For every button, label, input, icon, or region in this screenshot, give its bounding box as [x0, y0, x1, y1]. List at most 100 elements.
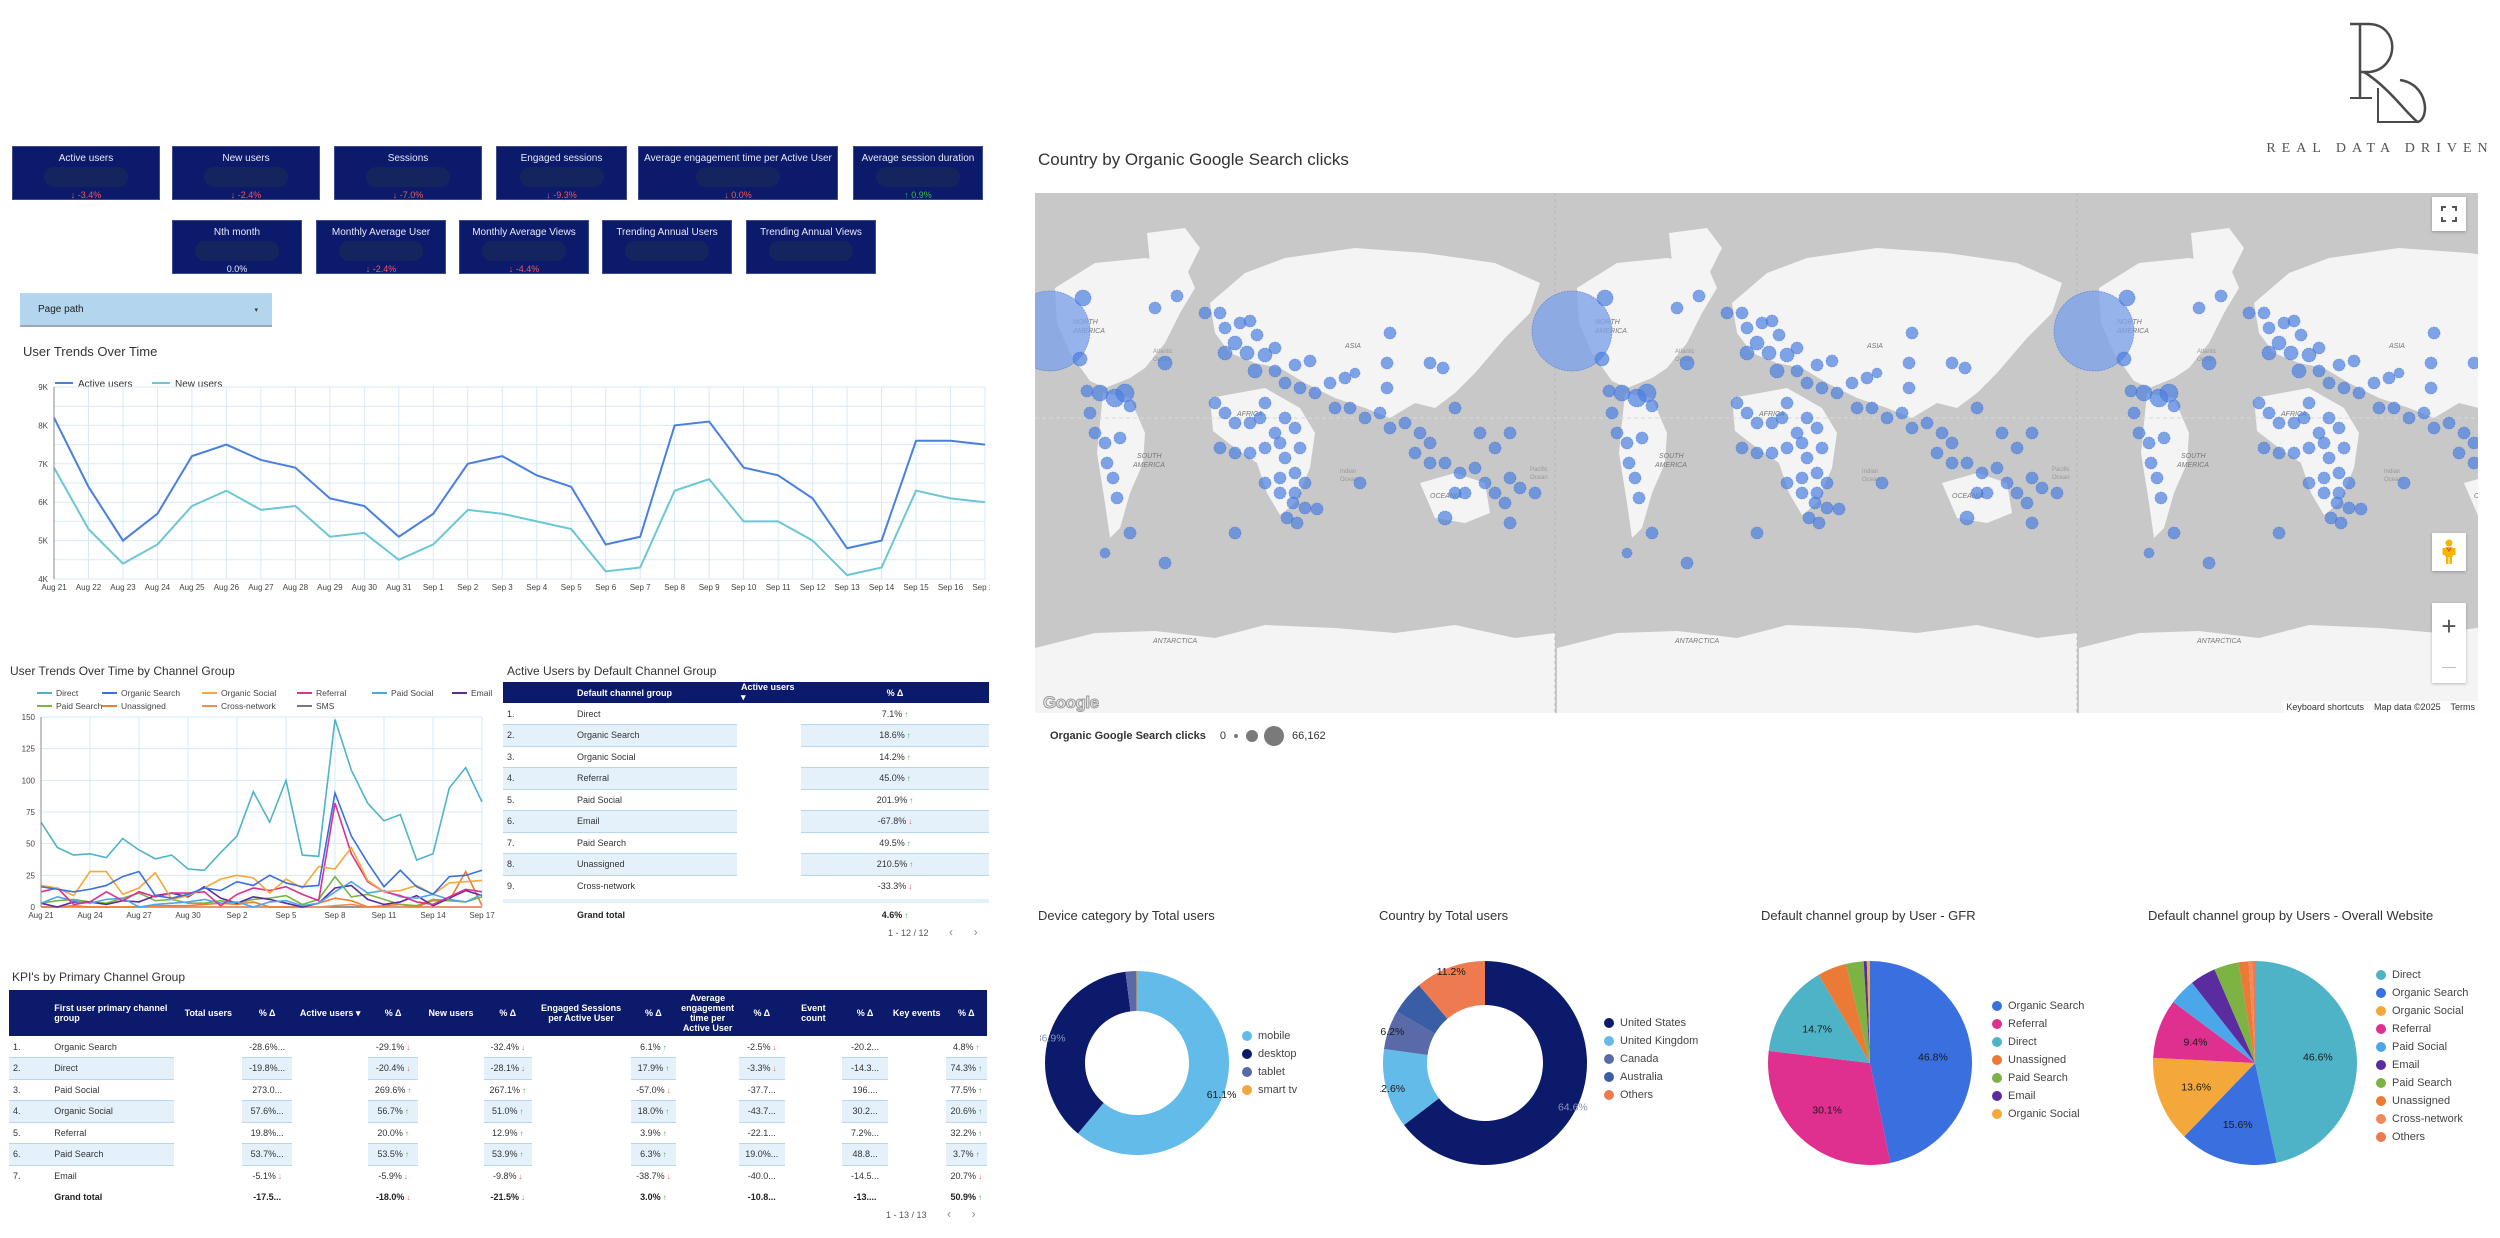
bubble-map[interactable]: NORTHAMERICASOUTHAMERICAASIAAFRICAOCEANI… [1035, 193, 2478, 713]
legend-item[interactable]: Others [1604, 1086, 1698, 1104]
continent-label: ANTARCTICA [1152, 638, 1198, 645]
column-header[interactable]: % Δ [739, 990, 785, 1036]
zoom-out-button[interactable]: — [2442, 658, 2456, 674]
legend-item[interactable]: Referral [1992, 1015, 2084, 1033]
pie-slice [1383, 1011, 1435, 1056]
table-row[interactable]: 1. Organic Search -28.6%... -29.1% ↓ -32.4% ↓ 6… [9, 1036, 987, 1058]
user-trends-line-chart[interactable]: Active users New users 4K 5K 6K 7K 8K 9K Aug 2… [20, 370, 990, 595]
table-row[interactable]: 2. Direct -19.8%... -20.4% ↓ -28.1% ↓ 17.9% ↑ -3.… [9, 1057, 987, 1080]
column-header[interactable]: % Δ [242, 990, 292, 1036]
world-map[interactable]: NORTHAMERICASOUTHAMERICAASIAAFRICAOCEANI… [1035, 193, 2478, 713]
prev-page-button[interactable]: ‹ [947, 1207, 952, 1221]
column-header[interactable]: First user primary channel group [50, 990, 175, 1036]
legend-item[interactable]: smart tv [1242, 1081, 1297, 1099]
column-header[interactable]: % Δ [484, 990, 532, 1036]
legend-item[interactable]: Cross-network [2376, 1110, 2468, 1128]
legend-item[interactable]: Paid Social [2376, 1038, 2468, 1056]
kpi-value-redacted [482, 241, 566, 261]
legend-item[interactable]: Referral [2376, 1020, 2468, 1038]
legend-item[interactable]: Canada [1604, 1050, 1698, 1068]
table-row[interactable]: 4. Organic Social 57.6%... 56.7% ↑ 51.0% ↑ 18.0… [9, 1100, 987, 1123]
legend-item[interactable]: Others [2376, 1128, 2468, 1146]
fullscreen-button[interactable] [2432, 197, 2466, 231]
svg-text:Aug 28: Aug 28 [283, 583, 309, 592]
channel-overall-pie-chart[interactable]: 46.6% 15.6% 13.6% 9.4% [2150, 955, 2360, 1165]
terms-link[interactable]: Terms [2450, 702, 2476, 712]
column-header[interactable]: % Δ [842, 990, 888, 1036]
map-bubble [1845, 376, 1859, 390]
map-bubble [2312, 364, 2326, 378]
pie-slice [2153, 1057, 2255, 1137]
street-view-pegman[interactable] [2432, 533, 2466, 571]
table-row[interactable]: 7. Paid Search 49.5% ↑ [503, 832, 989, 854]
legend-item[interactable]: Organic Search [1992, 997, 2084, 1015]
legend-item[interactable]: Unassigned [2376, 1092, 2468, 1110]
table-row[interactable]: 8. Unassigned 210.5% ↑ [503, 853, 989, 876]
col-active-users[interactable]: Active users ▾ [737, 682, 801, 703]
column-header[interactable]: Average engagement time per Active User [676, 990, 740, 1036]
page-path-filter[interactable]: Page path ▾ [20, 293, 272, 327]
column-header[interactable]: Engaged Sessions per Active User [531, 990, 631, 1036]
map-bubble [1765, 314, 1779, 328]
map-bubble [1408, 446, 1422, 460]
legend-item[interactable]: United States [1604, 1014, 1698, 1032]
channel-trends-line-chart[interactable]: Direct Organic Search Organic Social Referr… [5, 685, 495, 925]
legend-item[interactable]: Organic Social [2376, 1002, 2468, 1020]
map-bubble [2367, 376, 2381, 390]
next-page-button[interactable]: › [973, 925, 978, 939]
column-header[interactable]: Total users [174, 990, 243, 1036]
legend-item[interactable]: mobile [1242, 1027, 1297, 1045]
table-row[interactable]: 5. Paid Social 201.9% ↑ [503, 789, 989, 811]
channel-gfr-pie-chart[interactable]: 46.8% 30.1% 14.7% [1765, 955, 1975, 1165]
table-row[interactable]: 3. Organic Social 14.2% ↑ [503, 746, 989, 768]
map-bubble [1739, 345, 1755, 361]
column-header[interactable]: Key events [887, 990, 946, 1036]
legend-item[interactable]: Email [1992, 1087, 2084, 1105]
map-bubble [2332, 358, 2346, 372]
kpi-card-new-users: New users ↓ -2.4% [172, 146, 320, 200]
column-header[interactable]: Event count [784, 990, 843, 1036]
device-donut-chart[interactable]: 61.1% 36.9% [1040, 955, 1240, 1165]
column-header[interactable]: Active users ▾ [291, 990, 369, 1036]
legend-item[interactable]: Australia [1604, 1068, 1698, 1086]
table-row[interactable]: 5. Referral 19.8%... 20.0% ↑ 12.9% ↑ 3.9% ↑ -22.1… [9, 1122, 987, 1144]
zoom-in-button[interactable]: + [2441, 611, 2457, 641]
country-donut-chart[interactable]: 64.6% 12.6% 6.2% 11.2% [1380, 955, 1590, 1165]
chart-title-channel-overall: Default channel group by Users - Overall… [2148, 908, 2434, 923]
column-header[interactable]: % Δ [630, 990, 677, 1036]
table-row[interactable]: 7. Email -5.1% ↓ -5.9% ↓ -9.8% ↓ -38.7% ↓ -40.0...… [9, 1165, 987, 1187]
table-row[interactable]: 2. Organic Search 18.6% ↑ [503, 724, 989, 747]
legend-item[interactable]: Paid Search [2376, 1074, 2468, 1092]
legend-item[interactable]: Organic Social [1992, 1105, 2084, 1123]
legend-item[interactable]: Email [2376, 1056, 2468, 1074]
prev-page-button[interactable]: ‹ [949, 925, 954, 939]
column-header[interactable]: % Δ [945, 990, 987, 1036]
table-row[interactable]: 4. Referral 45.0% ↑ [503, 767, 989, 790]
table-row[interactable]: 3. Paid Social 273.0... 269.6% ↑ 267.1% ↑ -57.0… [9, 1079, 987, 1101]
legend-item[interactable]: Direct [2376, 966, 2468, 984]
legend-item[interactable]: desktop [1242, 1045, 1297, 1063]
legend-item[interactable]: Unassigned [1992, 1051, 2084, 1069]
map-bubble [1098, 436, 1112, 450]
svg-text:Aug 27: Aug 27 [126, 911, 152, 920]
table-row[interactable]: 6. Paid Search 53.7%... 53.5% ↑ 53.9% ↑ 6.3% ↑ 19… [9, 1143, 987, 1166]
table-row[interactable]: 9. Cross-network -33.3% ↓ [503, 875, 989, 897]
map-bubble [2402, 411, 2416, 425]
column-header[interactable]: % Δ [368, 990, 418, 1036]
keyboard-shortcuts-link[interactable]: Keyboard shortcuts [2286, 702, 2364, 712]
table-row[interactable]: 6. Email -67.8% ↓ [503, 810, 989, 833]
column-header[interactable]: New users [417, 990, 484, 1036]
legend-item[interactable]: United Kingdom [1604, 1032, 1698, 1050]
svg-text:Sep 6: Sep 6 [595, 583, 616, 592]
legend-item[interactable]: tablet [1242, 1063, 1297, 1081]
legend-item[interactable]: Organic Search [2376, 984, 2468, 1002]
legend-item[interactable]: Paid Search [1992, 1069, 2084, 1087]
map-bubble [2317, 436, 2331, 450]
col-default-channel-group[interactable]: Default channel group [573, 682, 737, 703]
next-page-button[interactable]: › [971, 1207, 976, 1221]
map-bubble [1735, 441, 1749, 455]
map-bubble [2442, 416, 2456, 430]
col-pct-delta[interactable]: % Δ [801, 682, 989, 703]
legend-item[interactable]: Direct [1992, 1033, 2084, 1051]
table-row[interactable]: 1. Direct 7.1% ↑ [503, 703, 989, 725]
